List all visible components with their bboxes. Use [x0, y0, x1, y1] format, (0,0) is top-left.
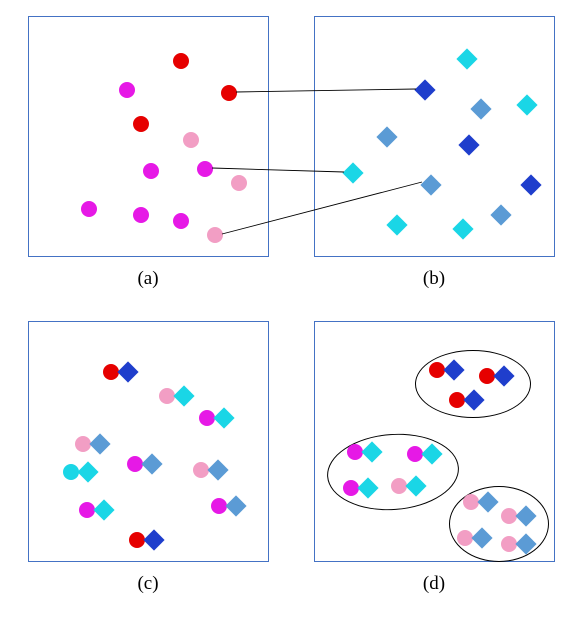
marker-diamond: [342, 162, 363, 183]
panel-b: [314, 16, 555, 257]
marker-diamond: [516, 94, 537, 115]
marker-diamond: [470, 98, 491, 119]
panel-d: [314, 321, 555, 562]
marker-circle: [231, 175, 247, 191]
marker-diamond: [456, 48, 477, 69]
panel-a: [28, 16, 269, 257]
caption-a: (a): [118, 268, 178, 290]
marker-diamond: [225, 495, 246, 516]
marker-circle: [197, 161, 213, 177]
caption-c: (c): [118, 573, 178, 595]
marker-diamond: [77, 461, 98, 482]
figure-stage: (a) (b) (c) (d): [0, 0, 588, 622]
marker-circle: [207, 227, 223, 243]
marker-circle: [183, 132, 199, 148]
marker-circle: [221, 85, 237, 101]
cluster-ellipse: [325, 429, 462, 514]
marker-circle: [119, 82, 135, 98]
caption-d: (d): [404, 573, 464, 595]
marker-diamond: [376, 126, 397, 147]
panel-c: [28, 321, 269, 562]
marker-circle: [133, 207, 149, 223]
marker-circle: [81, 201, 97, 217]
marker-diamond: [173, 385, 194, 406]
marker-circle: [133, 116, 149, 132]
marker-diamond: [520, 174, 541, 195]
marker-diamond: [93, 499, 114, 520]
marker-diamond: [213, 407, 234, 428]
marker-diamond: [414, 79, 435, 100]
marker-diamond: [207, 459, 228, 480]
marker-diamond: [386, 214, 407, 235]
marker-diamond: [143, 529, 164, 550]
marker-diamond: [89, 433, 110, 454]
marker-circle: [173, 213, 189, 229]
marker-diamond: [458, 134, 479, 155]
caption-b: (b): [404, 268, 464, 290]
marker-diamond: [420, 174, 441, 195]
marker-circle: [143, 163, 159, 179]
marker-diamond: [490, 204, 511, 225]
marker-circle: [173, 53, 189, 69]
marker-diamond: [141, 453, 162, 474]
marker-diamond: [452, 218, 473, 239]
marker-diamond: [117, 361, 138, 382]
